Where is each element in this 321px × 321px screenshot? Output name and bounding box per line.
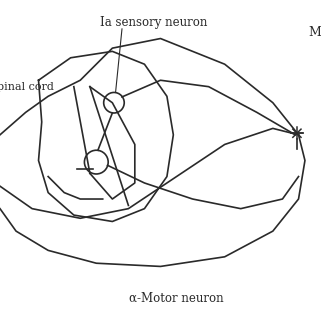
Text: Ia sensory neuron: Ia sensory neuron	[100, 16, 208, 29]
Text: pinal cord: pinal cord	[0, 82, 54, 92]
Text: M: M	[308, 26, 321, 39]
Text: α-Motor neuron: α-Motor neuron	[129, 292, 224, 305]
